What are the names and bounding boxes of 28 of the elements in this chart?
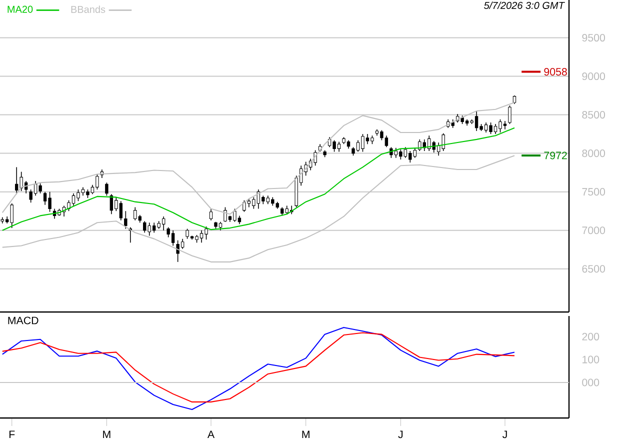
chart-title: MACD [8,316,38,324]
ref-line-label: 9058 [544,68,567,76]
x-tick-label: M [103,430,110,438]
y-tick-label: 8000 [582,150,606,158]
x-tick-label: J [398,430,403,438]
ref-line-label: 7972 [544,152,567,160]
y-tick-label: 7000 [582,226,606,234]
legend-label: BBands [71,6,106,13]
candlestick [508,105,512,124]
candlestick [105,182,108,196]
y-tick-label: 9000 [582,72,606,80]
y-tick-label: 8500 [582,111,606,119]
x-tick-label: M [302,430,310,438]
x-tick-label: J [502,430,507,438]
x-tick-label: A [207,430,215,438]
line-series [2,127,516,231]
line-series [2,326,516,410]
y-tick-label: 6500 [582,265,606,273]
y-tick-label: 200 [582,332,600,340]
y-tick-label: 000 [582,378,600,386]
y-tick-label: 100 [582,356,600,364]
annotation: 5/7/2026 3:0 GMT [484,2,565,9]
y-tick-label: 7500 [582,188,606,196]
x-tick-label: F [9,430,15,438]
candlestick [209,208,213,221]
legend-label: MA20 [8,6,33,13]
candlestick [124,210,128,230]
y-tick-label: 9500 [582,34,606,42]
